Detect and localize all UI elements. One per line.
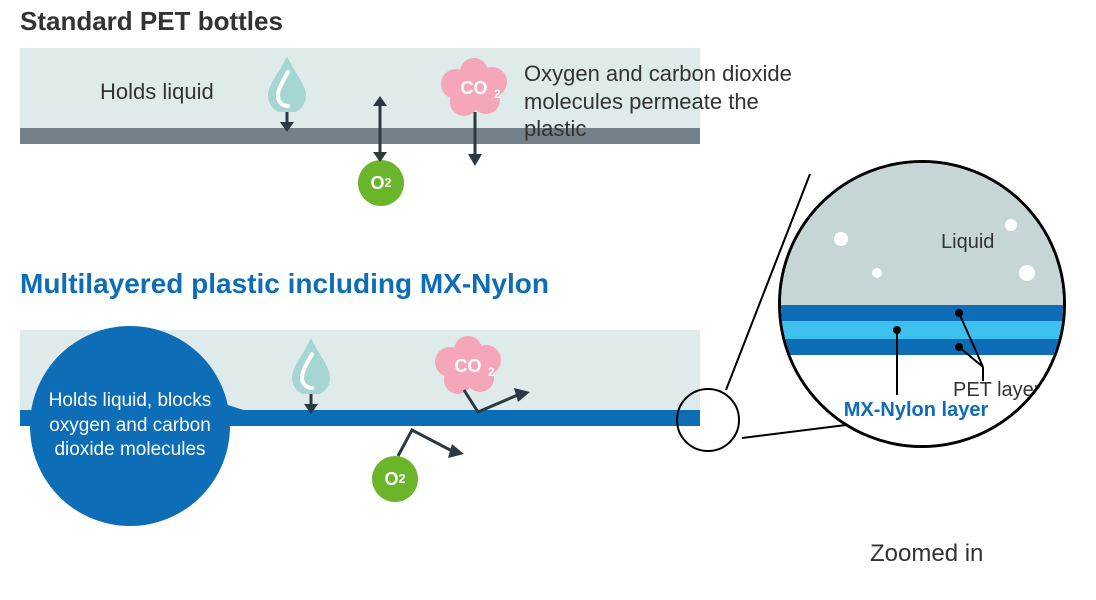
title-multilayered: Multilayered plastic including MX-Nylon <box>20 268 549 300</box>
label-holds-liquid-top: Holds liquid <box>100 78 214 106</box>
zoom-mx-label: MX-Nylon layer <box>836 398 996 422</box>
label-permeate: Oxygen and carbon dioxide molecules perm… <box>524 60 824 143</box>
arrow-down-icon <box>278 112 296 132</box>
o2-molecule-icon: O2 <box>358 160 404 206</box>
arrow-bounce-icon <box>392 424 470 460</box>
svg-text:2: 2 <box>494 87 501 101</box>
svg-text:CO: CO <box>461 78 488 98</box>
water-drop-icon <box>264 54 310 112</box>
o2-sub: 2 <box>399 472 406 486</box>
co2-molecule-icon: CO 2 <box>432 336 504 394</box>
arrow-bounce-icon <box>458 388 536 420</box>
arrow-bidirectional-icon <box>370 96 390 162</box>
o2-sub: 2 <box>385 176 392 190</box>
svg-text:CO: CO <box>455 356 482 376</box>
zoom-caption: Zoomed in <box>870 540 983 568</box>
o2-text: O <box>370 173 384 194</box>
title-standard-pet: Standard PET bottles <box>20 6 283 37</box>
callout-bubble: Holds liquid, blocks oxygen and carbon d… <box>30 326 230 526</box>
o2-molecule-icon: O2 <box>372 456 418 502</box>
zoom-mx-label-text: MX-Nylon layer <box>844 399 988 421</box>
arrow-down-long-icon <box>466 112 484 166</box>
callout-text: Holds liquid, blocks oxygen and carbon d… <box>48 389 212 463</box>
water-drop-icon <box>288 336 334 394</box>
zoom-source-circle <box>676 388 740 452</box>
arrow-down-icon <box>302 394 320 414</box>
o2-text: O <box>384 469 398 490</box>
speech-tail-icon <box>212 392 256 430</box>
co2-molecule-icon: CO 2 <box>438 58 510 116</box>
svg-text:2: 2 <box>488 365 495 379</box>
